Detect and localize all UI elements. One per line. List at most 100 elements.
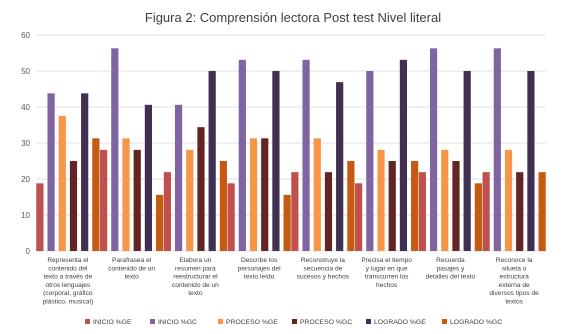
- bar: [302, 59, 310, 252]
- bar: [144, 104, 153, 251]
- category-label-line: Reconoce la: [496, 257, 533, 264]
- category-label-line: sucesos y hechos: [297, 274, 350, 281]
- bar: [272, 71, 280, 251]
- category-label-line: contenido del: [48, 265, 88, 272]
- category-label-line: texto: [188, 290, 203, 297]
- category-label-line: Describe los: [241, 257, 278, 264]
- bar: [482, 172, 490, 251]
- y-tick-label: 40: [21, 103, 30, 112]
- bar: [366, 71, 374, 251]
- category-label-line: texto leído: [244, 274, 275, 281]
- category-label-line: silueta o: [502, 265, 527, 272]
- bar: [418, 172, 426, 251]
- legend-label: PROCESO %GC: [300, 319, 352, 326]
- chart-title: Figura 2: Comprensión lectora Post test …: [145, 10, 441, 25]
- bar: [197, 127, 205, 251]
- category-label: Representa el contenido del texto a través…: [43, 257, 94, 306]
- y-tick-label: 50: [21, 67, 30, 76]
- bar: [227, 183, 235, 251]
- bar: [377, 149, 385, 251]
- category-label-line: Reconstruye la: [301, 257, 345, 264]
- bar: [174, 104, 183, 251]
- category-label-line: secuencia de: [303, 265, 342, 272]
- bar: [411, 161, 419, 251]
- category-label: Recuerda pasajes y detalles del texto: [426, 257, 476, 281]
- bar: [538, 172, 546, 251]
- category-label-line: diversos tipos de: [489, 290, 539, 297]
- bar: [441, 149, 449, 251]
- category-label: Reconoce la silueta o estructura externa de…: [489, 257, 539, 306]
- category-label-line: estructura: [499, 274, 529, 281]
- bar: [100, 149, 108, 251]
- grid-lines: [36, 34, 546, 252]
- category-label: Reconstruye la secuencia de sucesos y hech…: [297, 257, 350, 281]
- bar: [493, 48, 501, 251]
- category-label-line: resumen para: [175, 265, 216, 272]
- category-label-line: Recuerda: [436, 257, 465, 264]
- bar: [69, 161, 78, 251]
- category-label-line: Elabora un: [179, 257, 211, 264]
- bar: [504, 149, 513, 251]
- legend-swatch: [292, 319, 297, 324]
- category-label-line: texto: [124, 274, 139, 281]
- category-label: Elabora un resumen para reestructurar el co…: [172, 257, 219, 297]
- bar: [219, 161, 227, 251]
- category-label-line: transcurren los: [365, 274, 409, 281]
- bar: [463, 71, 471, 251]
- bar: [324, 172, 333, 251]
- y-tick-label: 20: [21, 175, 30, 184]
- y-tick-label: 0: [26, 247, 31, 256]
- y-tick-label: 30: [21, 139, 30, 148]
- bar: [208, 71, 216, 251]
- bar: [347, 161, 355, 251]
- bar: [58, 116, 66, 251]
- bars: [36, 48, 546, 252]
- category-label-line: hechos: [376, 282, 398, 289]
- bar: [388, 161, 396, 251]
- bar: [186, 149, 194, 251]
- bar: [81, 93, 89, 251]
- category-label-line: detalles del texto: [426, 274, 476, 281]
- category-label-line: contenido de un: [172, 282, 219, 289]
- bar: [156, 194, 164, 251]
- category-label: Describe los personajes del texto leído: [238, 257, 281, 281]
- category-label-line: (corporal, gráfico: [43, 290, 93, 297]
- bar: [336, 82, 344, 251]
- y-axis-ticks: 0 10 20 30 40 50 60: [21, 31, 30, 256]
- bar: [516, 172, 524, 251]
- bar: [527, 71, 535, 251]
- bar: [261, 138, 269, 251]
- legend-label: INICIO %GC: [158, 319, 197, 326]
- category-label-line: Precisa el tiempo: [361, 257, 412, 264]
- legend-swatch: [150, 319, 155, 324]
- category-labels: Representa el contenido del texto a través…: [43, 257, 540, 306]
- bar: [163, 172, 171, 251]
- bar: [133, 149, 141, 251]
- bar: [36, 183, 44, 251]
- bar: [283, 194, 291, 251]
- category-label-line: reestructurar el: [173, 274, 218, 281]
- bar: [429, 48, 438, 251]
- category-label: Precisa el tiempo y lugar en que transcurr…: [361, 257, 412, 289]
- legend-label: LOGRADO %GE: [374, 319, 426, 326]
- y-tick-label: 10: [21, 211, 30, 220]
- legend-label: INICIO %GE: [93, 319, 132, 326]
- bar: [399, 59, 408, 252]
- y-tick-label: 60: [21, 31, 30, 40]
- category-label-line: y lugar en que: [366, 265, 408, 272]
- category-label-line: personajes del: [238, 265, 281, 272]
- bar: [122, 138, 130, 251]
- category-label-line: Parafrasea el: [112, 257, 152, 264]
- bar: [355, 183, 363, 251]
- category-label-line: texto a través de: [44, 274, 93, 281]
- bar: [474, 183, 482, 251]
- legend-label: LOGRADO %GC: [450, 319, 502, 326]
- legend-swatch: [85, 319, 90, 324]
- bar: [249, 138, 258, 251]
- bar: [238, 59, 246, 252]
- legend-swatch: [218, 319, 223, 324]
- bar: [313, 138, 321, 251]
- category-label-line: textos: [505, 299, 523, 306]
